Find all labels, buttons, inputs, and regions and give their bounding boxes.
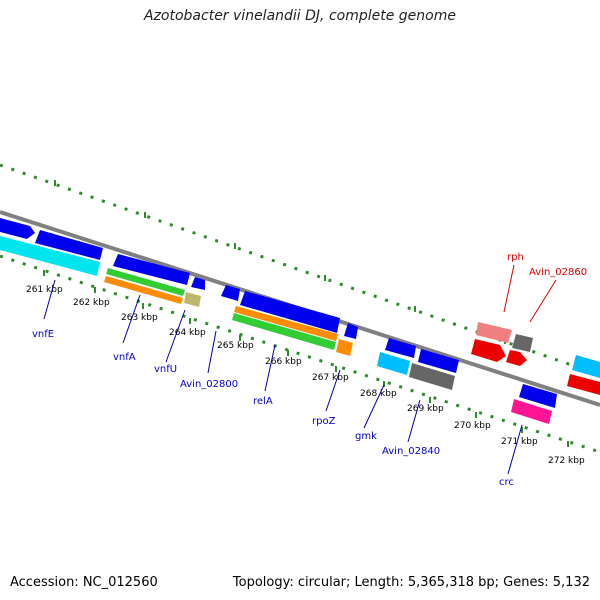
gene-arrow-red	[506, 350, 527, 366]
gene-arrow-khaki	[184, 292, 201, 307]
gene-label-avin-02840: Avin_02840	[382, 446, 440, 457]
gene-label-avin-02800: Avin_02800	[180, 379, 238, 390]
gene-label-avin-02860: Avin_02860	[529, 267, 587, 278]
gene-arrow-blue	[240, 291, 340, 333]
tick-label: 272 kbp	[548, 456, 585, 466]
gene-arrow-blue	[191, 277, 205, 290]
tick-label: 265 kbp	[217, 341, 254, 351]
gene-arrow-blue	[0, 218, 35, 239]
gene-arrow-blue	[418, 349, 459, 373]
tick-label: 268 kbp	[360, 389, 397, 399]
gene-arrow-red	[476, 322, 512, 343]
gene-arrow-orange	[104, 276, 183, 304]
gene-label-crc: crc	[499, 477, 514, 488]
tick-label: 264 kbp	[169, 328, 206, 338]
gene-arrow-cyan	[572, 355, 600, 378]
gene-arrow-blue	[35, 230, 103, 260]
tick-label: 266 kbp	[265, 357, 302, 367]
gene-label-gmk: gmk	[355, 431, 377, 442]
gene-arrow-magenta	[511, 399, 552, 424]
genome-title: Azotobacter vinelandii DJ, complete geno…	[144, 8, 456, 24]
tick-label: 267 kbp	[312, 373, 349, 383]
tick-label: 271 kbp	[501, 437, 538, 447]
gene-arrow-cyan	[0, 236, 100, 276]
accession-text: Accession: NC_012560	[10, 575, 158, 590]
gene-arrow-gray	[409, 363, 455, 390]
gene-arrow-blue	[113, 254, 190, 285]
gene-arrow-red	[567, 374, 600, 395]
forward-strand-genes[interactable]	[471, 322, 600, 395]
gene-arrow-blue	[221, 285, 240, 301]
gene-labels[interactable]: vnfE vnfA vnfU Avin_02800 relA rpoZ gmk …	[32, 252, 587, 488]
tick-label: 269 kbp	[407, 404, 444, 414]
gene-arrow-orange	[336, 339, 353, 356]
gene-label-rpoZ: rpoZ	[312, 416, 336, 427]
gene-label-rph: rph	[507, 252, 524, 263]
gene-arrow-green	[232, 313, 336, 350]
gene-arrow-blue	[519, 384, 557, 408]
tick-labels: 261 kbp 262 kbp 263 kbp 264 kbp 265 kbp …	[26, 285, 585, 466]
gene-arrow-gray	[512, 334, 533, 352]
gene-label-relA: relA	[253, 396, 273, 407]
gene-arrow-blue	[344, 323, 358, 339]
gene-label-vnfE: vnfE	[32, 329, 54, 340]
tick-label: 262 kbp	[73, 298, 110, 308]
gene-label-vnfA: vnfA	[113, 352, 136, 363]
gene-arrow-green	[106, 268, 185, 296]
gene-arrow-cyan	[377, 352, 410, 375]
label-connectors	[43, 264, 557, 475]
tick-label: 263 kbp	[121, 313, 158, 323]
gene-arrow-red	[471, 339, 506, 362]
tick-label: 270 kbp	[454, 421, 491, 431]
gene-arrow-blue	[385, 338, 416, 358]
gene-label-vnfU: vnfU	[154, 364, 177, 375]
reverse-strand-genes[interactable]	[0, 218, 557, 424]
tick-label: 261 kbp	[26, 285, 63, 295]
gene-arrow-orange	[234, 306, 338, 341]
inner-scale-ring	[0, 254, 600, 454]
topology-text: Topology: circular; Length: 5,365,318 bp…	[232, 575, 590, 590]
